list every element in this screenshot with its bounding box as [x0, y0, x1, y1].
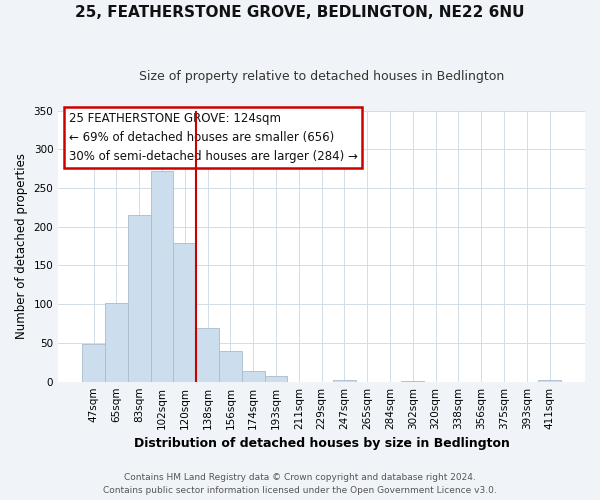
- Title: Size of property relative to detached houses in Bedlington: Size of property relative to detached ho…: [139, 70, 504, 83]
- X-axis label: Distribution of detached houses by size in Bedlington: Distribution of detached houses by size …: [134, 437, 509, 450]
- Text: Contains HM Land Registry data © Crown copyright and database right 2024.
Contai: Contains HM Land Registry data © Crown c…: [103, 474, 497, 495]
- Text: 25, FEATHERSTONE GROVE, BEDLINGTON, NE22 6NU: 25, FEATHERSTONE GROVE, BEDLINGTON, NE22…: [75, 5, 525, 20]
- Y-axis label: Number of detached properties: Number of detached properties: [15, 153, 28, 339]
- Bar: [242, 371, 265, 382]
- Text: 25 FEATHERSTONE GROVE: 124sqm
← 69% of detached houses are smaller (656)
30% of : 25 FEATHERSTONE GROVE: 124sqm ← 69% of d…: [69, 112, 358, 163]
- Bar: [105, 304, 128, 382]
- Bar: [333, 380, 356, 382]
- Bar: [538, 380, 561, 382]
- Bar: [265, 376, 287, 382]
- Bar: [219, 350, 242, 382]
- Bar: [151, 171, 173, 382]
- Bar: [196, 328, 219, 382]
- Bar: [128, 215, 151, 382]
- Bar: [401, 381, 424, 382]
- Bar: [173, 243, 196, 382]
- Bar: [82, 344, 105, 382]
